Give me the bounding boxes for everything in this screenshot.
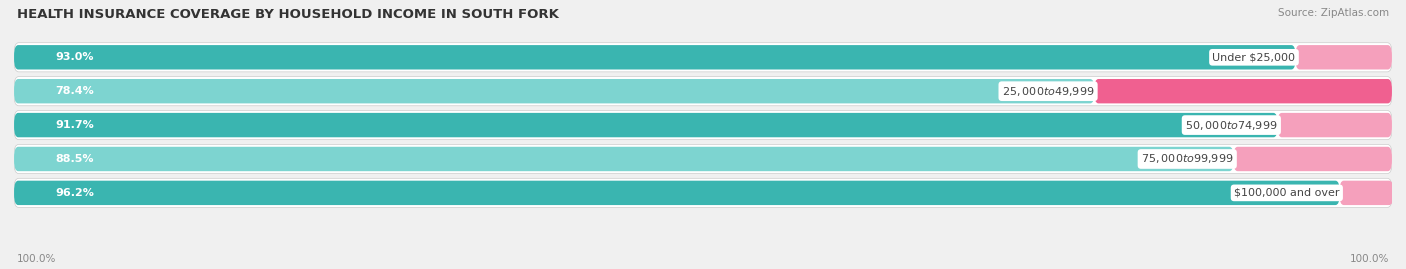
FancyBboxPatch shape: [14, 77, 1392, 106]
FancyBboxPatch shape: [1233, 147, 1392, 171]
Text: 91.7%: 91.7%: [55, 120, 94, 130]
Text: 93.0%: 93.0%: [55, 52, 94, 62]
Text: $25,000 to $49,999: $25,000 to $49,999: [1002, 85, 1094, 98]
Text: 88.5%: 88.5%: [55, 154, 94, 164]
Text: 100.0%: 100.0%: [17, 254, 56, 264]
FancyBboxPatch shape: [1094, 79, 1392, 103]
Text: 96.2%: 96.2%: [55, 188, 94, 198]
FancyBboxPatch shape: [14, 181, 1340, 205]
FancyBboxPatch shape: [1340, 181, 1393, 205]
Text: 100.0%: 100.0%: [1350, 254, 1389, 264]
FancyBboxPatch shape: [14, 111, 1392, 140]
Text: $50,000 to $74,999: $50,000 to $74,999: [1185, 119, 1278, 132]
FancyBboxPatch shape: [14, 45, 1295, 69]
Text: Source: ZipAtlas.com: Source: ZipAtlas.com: [1278, 8, 1389, 18]
Text: HEALTH INSURANCE COVERAGE BY HOUSEHOLD INCOME IN SOUTH FORK: HEALTH INSURANCE COVERAGE BY HOUSEHOLD I…: [17, 8, 558, 21]
Text: $75,000 to $99,999: $75,000 to $99,999: [1142, 153, 1233, 165]
FancyBboxPatch shape: [14, 79, 1094, 103]
FancyBboxPatch shape: [14, 113, 1278, 137]
FancyBboxPatch shape: [1278, 113, 1392, 137]
FancyBboxPatch shape: [14, 43, 1392, 72]
Text: 78.4%: 78.4%: [55, 86, 94, 96]
Text: Under $25,000: Under $25,000: [1212, 52, 1295, 62]
FancyBboxPatch shape: [14, 144, 1392, 174]
Text: $100,000 and over: $100,000 and over: [1234, 188, 1340, 198]
FancyBboxPatch shape: [14, 178, 1392, 207]
FancyBboxPatch shape: [1295, 45, 1392, 69]
FancyBboxPatch shape: [14, 147, 1233, 171]
